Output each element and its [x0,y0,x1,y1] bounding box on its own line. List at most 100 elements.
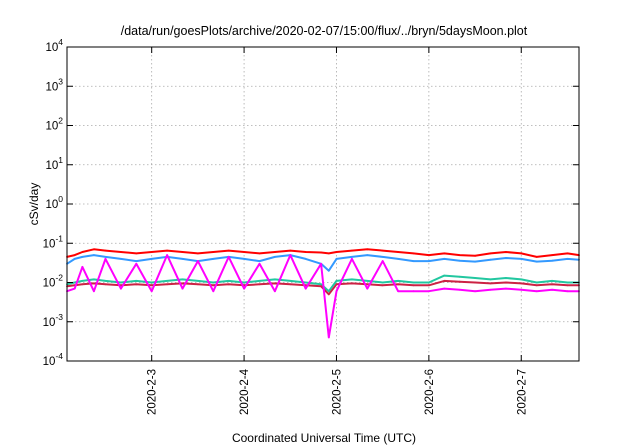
series-point [150,290,153,293]
series-point [181,251,184,253]
series-point [135,280,138,282]
series-point [181,278,184,281]
series-point [166,283,169,286]
series-point [258,280,261,282]
series-point [181,282,184,285]
series-point [289,283,292,286]
series-point [327,269,330,272]
series-point [335,280,338,282]
series-point [443,287,446,290]
y-tick-label: 102 [45,116,63,133]
series-point [458,254,461,256]
series-point [366,248,369,251]
y-tick-exponent: 1 [58,155,63,165]
series-point [320,285,322,288]
series-point [104,258,107,260]
series-point [258,262,261,265]
series-point [412,284,415,287]
series-point [474,254,476,257]
series-point [351,258,353,260]
series-point [327,336,330,339]
series-point [327,252,330,255]
series-point [150,258,153,260]
series-point [397,251,399,253]
series-point [489,258,492,261]
series-point [289,254,292,256]
series-point [320,251,322,254]
x-tick-label: 2020-2-3 [147,369,159,415]
series-point [104,280,107,282]
series-point [289,280,292,282]
series-point [73,258,76,260]
series-point [428,254,430,256]
series-point [351,256,353,258]
series-point [81,283,84,286]
series-point [489,282,492,285]
series-point [227,249,230,252]
y-tick-label: 101 [45,155,63,172]
y-tick-exponent: -1 [55,233,63,243]
series-point [104,283,107,286]
series-point [166,249,169,252]
series-point [197,260,199,262]
y-tick-base: 10 [45,160,58,172]
y-tick-exponent: 0 [58,194,63,204]
series-point [73,281,76,284]
series-point [381,256,384,258]
x-axis-label: Coordinated Universal Time (UTC) [232,431,416,445]
y-tick-label: 103 [45,76,63,93]
series-point [120,281,122,284]
series-point [135,260,138,262]
series-point [81,256,84,258]
series-point [489,278,492,281]
series-point [505,257,507,259]
series-point [520,278,523,281]
series-point [381,281,384,284]
series-point [104,249,107,252]
series-point [551,288,553,291]
series-point [458,288,461,291]
series-point [81,266,84,268]
series-point [535,290,538,293]
series-point [551,283,553,286]
series-point [212,290,215,293]
series-point [335,283,338,286]
series-point [212,281,215,284]
y-tick-exponent: 2 [58,116,63,126]
series-point [443,274,446,277]
series-line [66,254,580,272]
series-point [320,262,322,265]
series-point [274,251,276,253]
series-point [289,249,292,252]
series-point [212,258,215,260]
series-point [135,252,138,255]
series-point [443,280,446,282]
series-point [443,258,446,260]
series-point [366,283,369,286]
series-point [243,251,246,253]
y-tick-label: 10-4 [43,351,64,368]
series-line [66,254,579,339]
series-point [258,252,261,255]
series-point [274,290,276,293]
series-point [120,258,122,260]
series-point [197,280,199,282]
series-point [505,287,507,290]
series-point [166,254,169,256]
series-point [274,278,276,281]
series-point [412,252,415,255]
series-point [566,258,569,260]
series-point [93,282,95,285]
series-point [166,280,169,282]
series-point [335,290,338,293]
series-point [566,290,569,293]
series-point [351,282,353,285]
series-point [73,254,76,256]
series-point [520,282,523,285]
series-point [366,287,369,290]
series-point [243,258,246,260]
y-tick-base: 10 [45,42,58,54]
series-point [181,287,184,290]
series-point [212,251,215,253]
